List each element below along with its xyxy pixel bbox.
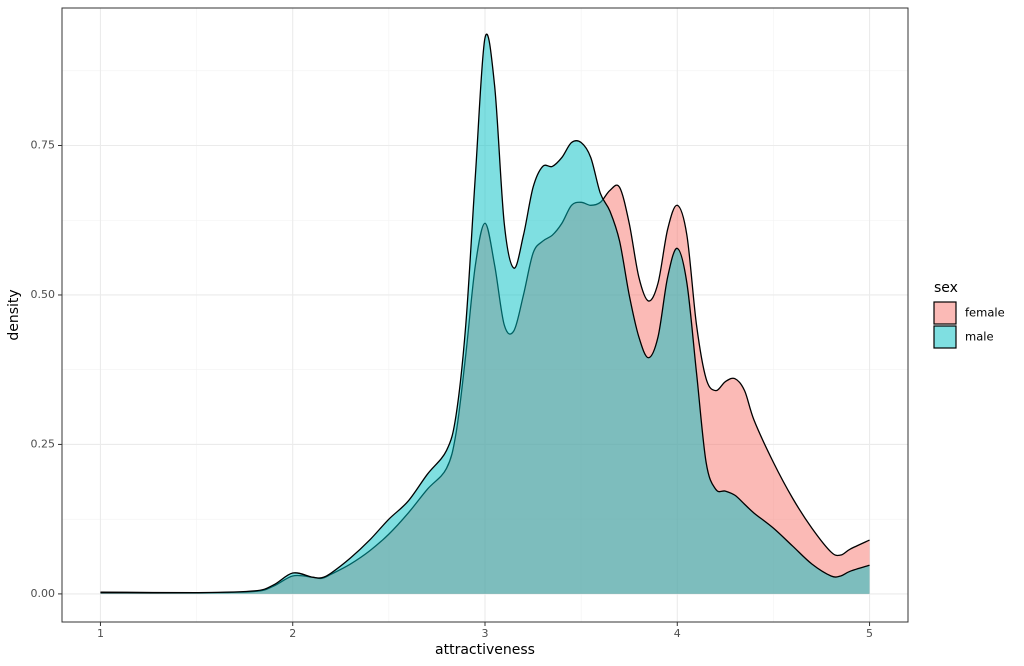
x-axis-title: attractiveness — [435, 642, 535, 658]
y-tick-label: 0.75 — [31, 139, 56, 152]
x-tick-label: 5 — [866, 627, 873, 640]
x-tick-label: 1 — [97, 627, 104, 640]
y-tick-label: 0.25 — [31, 437, 56, 450]
y-tick-label: 0.00 — [31, 587, 56, 600]
panel-border — [61, 7, 909, 623]
density-line — [100, 33, 870, 594]
y-tick-label: 0.50 — [31, 288, 56, 301]
legend-label: male — [965, 330, 994, 344]
legend-title: sex — [934, 280, 958, 296]
density-area — [100, 34, 870, 594]
x-tick-label: 3 — [482, 627, 489, 640]
legend-key — [933, 325, 957, 349]
x-tick-label: 2 — [289, 627, 296, 640]
y-axis-title: density — [6, 289, 22, 340]
legend-label: female — [965, 306, 1005, 320]
legend-key — [933, 301, 957, 325]
x-tick-label: 4 — [674, 627, 681, 640]
